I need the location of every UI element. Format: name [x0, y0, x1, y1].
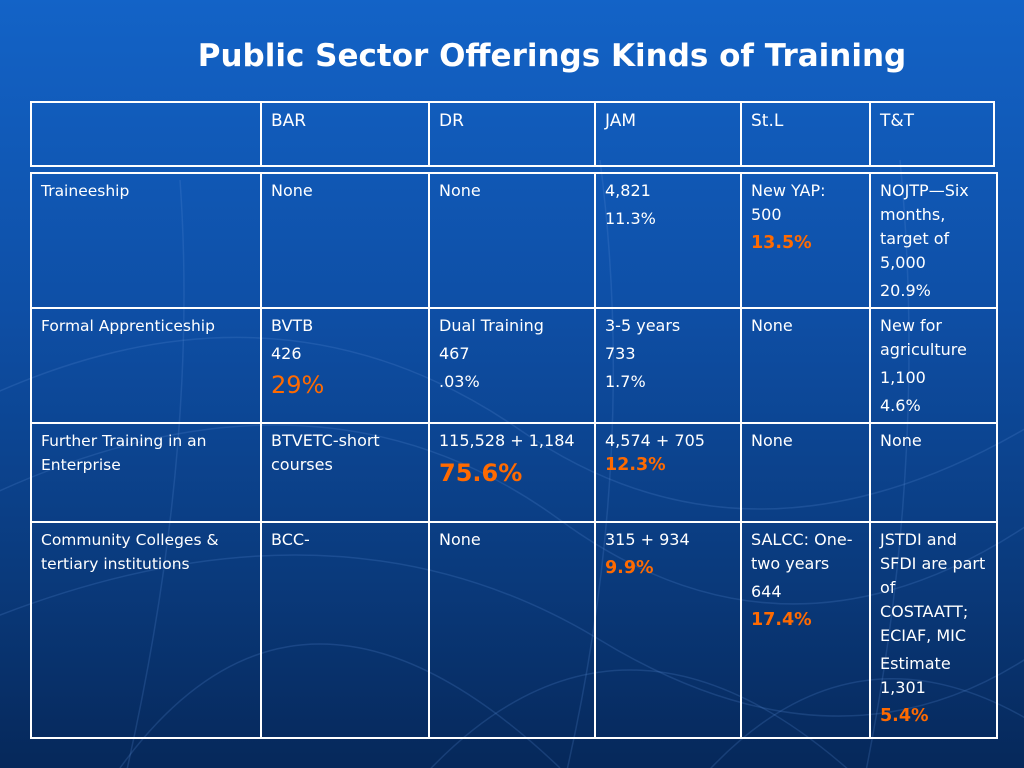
- cell-bar: BVTB 426 29%: [260, 307, 430, 424]
- cell-text: JSTDI and SFDI are part of COSTAATT; ECI…: [880, 530, 986, 645]
- cell-text: 4,574 + 705: [605, 431, 705, 450]
- cell-jam: 4,821 11.3%: [594, 172, 742, 309]
- cell-text: 3-5 years: [605, 316, 681, 335]
- cell-text: Estimate 1,301: [880, 654, 951, 697]
- cell-jam: 4,574 + 705 12.3%: [594, 422, 742, 523]
- cell-text: New YAP: 500: [751, 181, 826, 224]
- header-cell-bar: BAR: [260, 101, 430, 167]
- cell-text: None: [751, 316, 793, 335]
- cell-stl: None: [740, 422, 871, 523]
- cell-text: 426: [271, 344, 302, 363]
- cell-text: 115,528 + 1,184: [439, 431, 575, 450]
- cell-percent: 1.7%: [605, 372, 646, 391]
- cell-percent: 20.9%: [880, 281, 931, 300]
- cell-text: 733: [605, 344, 636, 363]
- cell-percent-highlight: 17.4%: [751, 610, 812, 630]
- header-table: BAR DR JAM St.L T&T: [30, 101, 995, 167]
- header-row: BAR DR JAM St.L T&T: [30, 101, 995, 167]
- cell-percent-highlight: 5.4%: [880, 706, 929, 726]
- cell-text: NOJTP—Six months, target of 5,000: [880, 181, 969, 272]
- cell-percent-highlight: 75.6%: [439, 459, 523, 487]
- cell-text: None: [439, 181, 481, 200]
- cell-tt: NOJTP—Six months, target of 5,000 20.9%: [869, 172, 998, 309]
- cell-text: None: [880, 431, 922, 450]
- cell-bar: None: [260, 172, 430, 309]
- cell-percent: 4.6%: [880, 396, 921, 415]
- cell-percent-highlight: 29%: [271, 371, 325, 399]
- cell-dr: Dual Training 467 .03%: [428, 307, 596, 424]
- table-row-community-colleges: Community Colleges & tertiary institutio…: [30, 521, 998, 739]
- cell-text: Dual Training: [439, 316, 544, 335]
- cell-dr: None: [428, 172, 596, 309]
- cell-text: 1,100: [880, 368, 926, 387]
- cell-text: SALCC: One-two years: [751, 530, 853, 573]
- row-label: Traineeship: [30, 172, 262, 309]
- cell-tt: None: [869, 422, 998, 523]
- header-cell-jam: JAM: [594, 101, 742, 167]
- cell-text: None: [439, 530, 481, 549]
- training-table: Traineeship None None 4,821 11.3% New YA…: [30, 172, 998, 739]
- cell-bar: BCC-: [260, 521, 430, 739]
- header-cell-tt: T&T: [869, 101, 995, 167]
- cell-tt: JSTDI and SFDI are part of COSTAATT; ECI…: [869, 521, 998, 739]
- header-cell-blank: [30, 101, 262, 167]
- cell-text: 467: [439, 344, 470, 363]
- row-label: Community Colleges & tertiary institutio…: [30, 521, 262, 739]
- cell-percent-highlight: 13.5%: [751, 233, 812, 253]
- cell-dr: 115,528 + 1,184 75.6%: [428, 422, 596, 523]
- table-row-traineeship: Traineeship None None 4,821 11.3% New YA…: [30, 172, 998, 309]
- cell-percent: .03%: [439, 372, 480, 391]
- header-cell-stl: St.L: [740, 101, 871, 167]
- table-row-formal-apprenticeship: Formal Apprenticeship BVTB 426 29% Dual …: [30, 307, 998, 424]
- cell-text: New for agriculture: [880, 316, 967, 359]
- cell-bar: BTVETC-short courses: [260, 422, 430, 523]
- header-cell-dr: DR: [428, 101, 596, 167]
- cell-text: None: [751, 431, 793, 450]
- cell-stl: None: [740, 307, 871, 424]
- cell-text: BVTB: [271, 316, 314, 335]
- row-label: Formal Apprenticeship: [30, 307, 262, 424]
- cell-text: BCC-: [271, 530, 310, 549]
- cell-dr: None: [428, 521, 596, 739]
- cell-text: 315 + 934: [605, 530, 690, 549]
- table-row-further-training: Further Training in an Enterprise BTVETC…: [30, 422, 998, 523]
- cell-text: BTVETC-short courses: [271, 431, 380, 474]
- cell-text: 4,821: [605, 181, 651, 200]
- cell-percent: 11.3%: [605, 209, 656, 228]
- cell-jam: 3-5 years 733 1.7%: [594, 307, 742, 424]
- cell-percent-highlight: 12.3%: [605, 455, 666, 475]
- cell-text: 644: [751, 582, 782, 601]
- cell-stl: New YAP: 500 13.5%: [740, 172, 871, 309]
- cell-stl: SALCC: One-two years 644 17.4%: [740, 521, 871, 739]
- cell-percent-highlight: 9.9%: [605, 558, 654, 578]
- cell-tt: New for agriculture 1,100 4.6%: [869, 307, 998, 424]
- cell-jam: 315 + 934 9.9%: [594, 521, 742, 739]
- row-label: Further Training in an Enterprise: [30, 422, 262, 523]
- slide-title: Public Sector Offerings Kinds of Trainin…: [197, 38, 907, 74]
- cell-text: None: [271, 181, 313, 200]
